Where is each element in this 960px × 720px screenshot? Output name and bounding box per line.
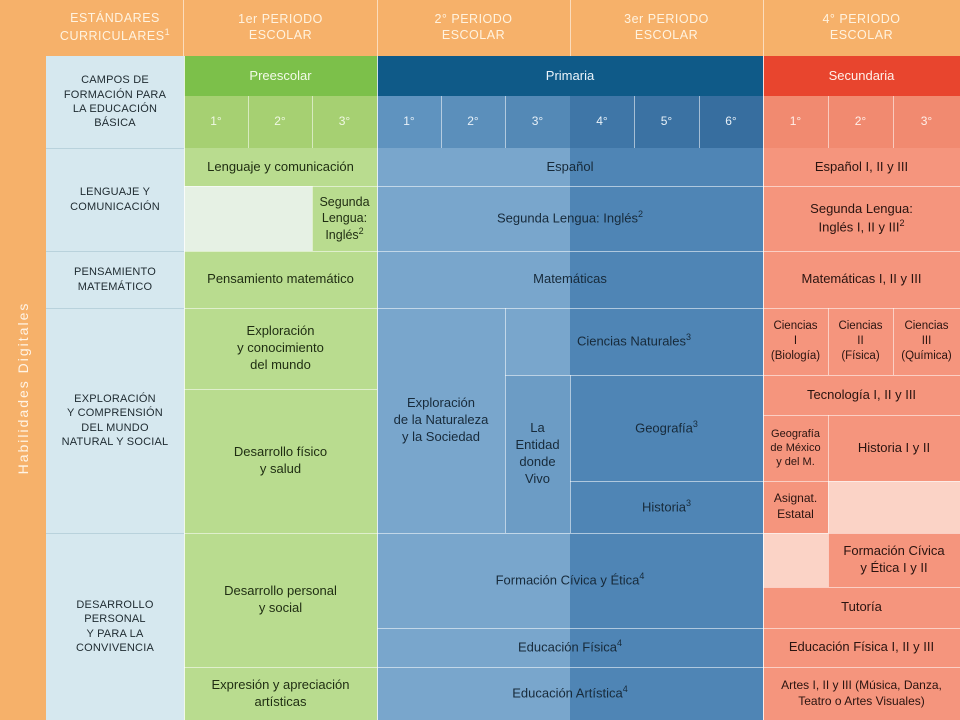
pri-civica: Formación Cívica y Ética4 — [377, 533, 763, 628]
header-standards-sup: 1 — [164, 26, 171, 37]
grade-pre-2: 2° — [248, 96, 312, 148]
sec-historia: Historia I y II — [828, 415, 960, 481]
sec-matematicas: Matemáticas I, II y III — [763, 251, 960, 308]
pri-historia: Historia3 — [570, 481, 763, 533]
pri-ingles-text: Segunda Lengua: Inglés — [497, 210, 638, 226]
sec-asignatura-estatal: Asignat. Estatal — [763, 481, 828, 533]
grade-pre-1: 1° — [184, 96, 248, 148]
sec-ingles-sup: 2 — [899, 217, 905, 228]
level-preescolar: Preescolar — [184, 56, 377, 96]
pri-fisica: Educación Física4 — [377, 628, 763, 667]
pre-desarrollo-fisico: Desarrollo físico y salud — [184, 389, 377, 533]
pri-espanol: Español — [546, 158, 594, 174]
pre-segunda-text: Segunda Lengua: Inglés — [319, 194, 370, 243]
header-period-3: 3er PERIODO ESCOLAR — [624, 12, 709, 42]
level-primaria: Primaria — [377, 56, 763, 96]
pri-ciencias-text: Ciencias Naturales — [576, 333, 687, 349]
pri-exploracion-naturaleza: Exploración de la Naturaleza y la Socied… — [393, 395, 489, 444]
pre-desarrollo-personal: Desarrollo personal y social — [184, 533, 377, 667]
sec-civica: Formación Cívica y Ética I y II — [828, 533, 960, 587]
grade-sec-3: 3° — [893, 96, 960, 148]
pre-pensamiento: Pensamiento matemático — [184, 251, 377, 308]
sec-ingles-text: Segunda Lengua: Inglés I, II y III — [810, 200, 913, 235]
side-label: Habilidades Digitales — [15, 301, 31, 475]
pri-historia-text: Historia — [641, 499, 687, 515]
side-label-panel: Habilidades Digitales — [0, 56, 46, 720]
grade-pre-3: 3° — [312, 96, 377, 148]
pre-exploracion: Exploración y conocimiento del mundo — [184, 308, 377, 389]
pre-blank — [184, 186, 312, 251]
grade-pri-3: 3° — [505, 96, 570, 148]
pri-artistica-text: Educación Artística — [512, 685, 623, 701]
pri-artistica: Educación Artística4 — [377, 667, 763, 720]
sec-ciencias-3: Ciencias III (Química) — [893, 308, 960, 375]
grade-pri-4: 4° — [570, 96, 634, 148]
sec-fisica: Educación Física I, II y III — [763, 628, 960, 667]
sec-tecnologia: Tecnología I, II y III — [763, 375, 960, 415]
pri-civica-sup: 4 — [639, 571, 645, 582]
pre-lenguaje: Lenguaje y comunicación — [184, 148, 377, 186]
sec-blank-1 — [828, 481, 960, 533]
grade-pri-5: 5° — [634, 96, 699, 148]
sec-ciencias-2: Ciencias II (Física) — [828, 308, 893, 375]
pri-geografia-sup: 3 — [692, 418, 698, 429]
pre-segunda-sup: 2 — [358, 226, 364, 237]
row-label-lenguaje: LENGUAJE Y COMUNICACIÓN — [46, 148, 184, 251]
row-label-exploracion: EXPLORACIÓN Y COMPRENSIÓN DEL MUNDO NATU… — [46, 308, 184, 533]
sec-ingles: Segunda Lengua: Inglés I, II y III2 — [763, 186, 960, 251]
header-standards: ESTÁNDARES CURRICULARES1 — [46, 0, 184, 56]
sec-espanol: Español I, II y III — [763, 148, 960, 186]
sec-blank-2 — [763, 533, 828, 587]
level-secundaria: Secundaria — [763, 56, 960, 96]
pri-entidad: La Entidad donde Vivo — [505, 375, 570, 533]
grade-pri-6: 6° — [699, 96, 763, 148]
pri-fisica-text: Educación Física — [517, 639, 617, 655]
header-period-4: 4° PERIODO ESCOLAR — [822, 12, 901, 42]
grade-pri-1: 1° — [377, 96, 441, 148]
grade-pri-2: 2° — [441, 96, 505, 148]
grade-sec-2: 2° — [828, 96, 893, 148]
row-label-desarrollo: DESARROLLO PERSONAL Y PARA LA CONVIVENCI… — [46, 533, 184, 720]
primaria-bg-right — [570, 148, 763, 720]
pri-ciencias: Ciencias Naturales3 — [505, 308, 763, 375]
pri-ingles: Segunda Lengua: Inglés2 — [377, 186, 763, 251]
header-period-1: 1er PERIODO ESCOLAR — [238, 12, 323, 42]
sec-artes: Artes I, II y III (Música, Danza, Teatro… — [763, 667, 960, 720]
grade-sec-1: 1° — [763, 96, 828, 148]
sec-ciencias-1: Ciencias I (Biología) — [763, 308, 828, 375]
pri-civica-text: Formación Cívica y Ética — [495, 572, 640, 588]
pre-segunda-lengua: Segunda Lengua: Inglés2 — [312, 186, 377, 251]
campos-label: CAMPOS DE FORMACIÓN PARA LA EDUCACIÓN BÁ… — [46, 56, 184, 148]
pri-geografia: Geografía3 — [570, 375, 763, 481]
pri-fisica-sup: 4 — [616, 638, 622, 649]
sec-tutoria: Tutoría — [763, 587, 960, 628]
pri-historia-sup: 3 — [686, 497, 692, 508]
pre-expresion-artistica: Expresión y apreciación artísticas — [184, 667, 377, 720]
pri-geografia-text: Geografía — [635, 420, 693, 436]
row-label-pensamiento: PENSAMIENTO MATEMÁTICO — [46, 251, 184, 308]
pri-artistica-sup: 4 — [622, 684, 628, 695]
sec-geografia: Geografía de México y del M. — [763, 415, 828, 481]
header-standards-text: ESTÁNDARES CURRICULARES — [59, 11, 165, 44]
header-period-2: 2° PERIODO ESCOLAR — [434, 12, 513, 42]
pri-matematicas: Matemáticas — [533, 271, 607, 287]
pri-ciencias-sup: 3 — [686, 332, 692, 343]
pri-ingles-sup: 2 — [637, 209, 643, 220]
